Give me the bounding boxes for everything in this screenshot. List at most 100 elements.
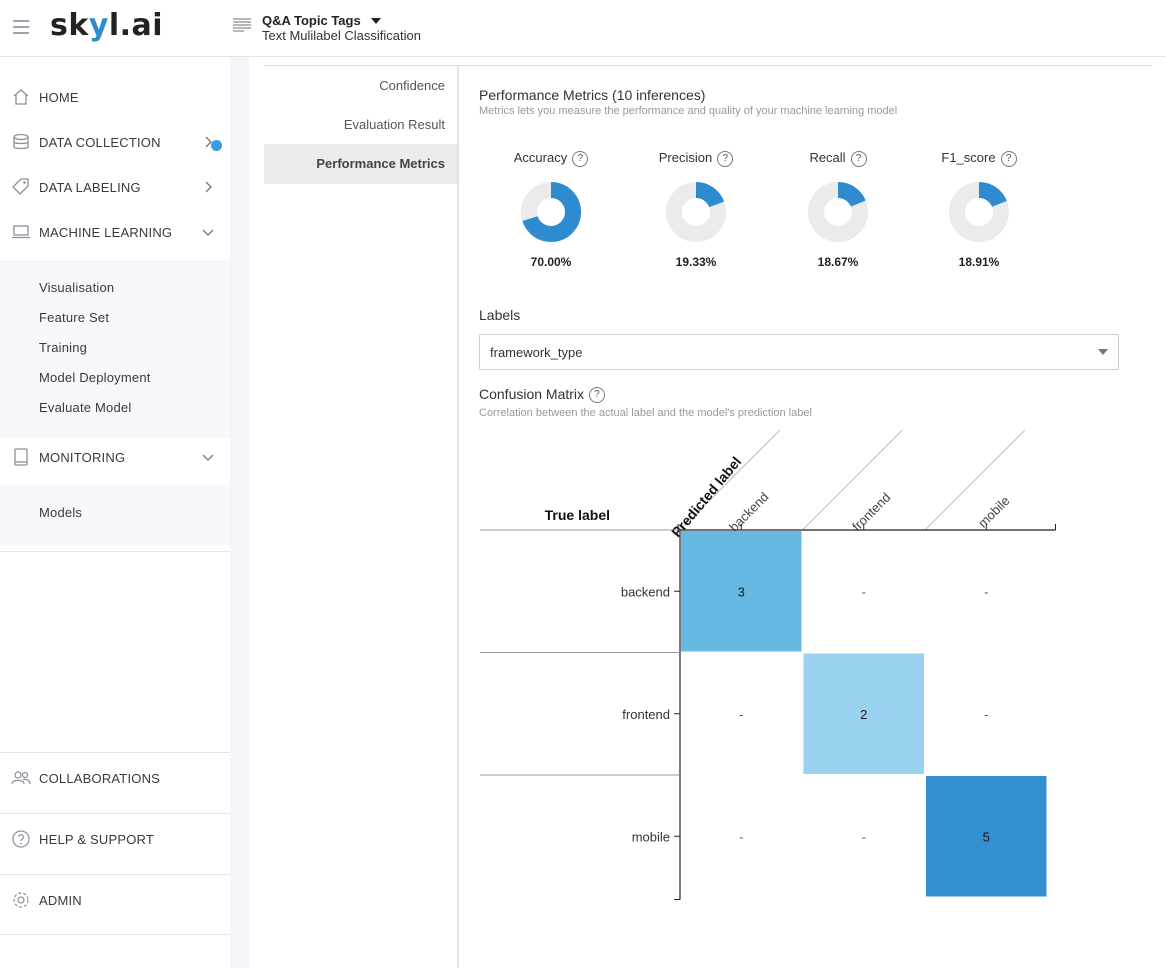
metric-value: 18.91% — [958, 255, 1000, 269]
project-title: Q&A Topic Tags — [262, 13, 361, 28]
sidebar-item-data-collection[interactable]: DATA COLLECTION — [0, 120, 230, 164]
metric-recall: Recall? 18.67% — [778, 148, 898, 273]
sidebar-item-label: COLLABORATIONS — [39, 770, 161, 786]
section-divider-vertical — [457, 65, 459, 968]
matrix-cell-value: - — [862, 829, 866, 844]
sidebar-item-label: HELP & SUPPORT — [39, 831, 155, 847]
menu-icon[interactable] — [13, 20, 29, 36]
sidebar-divider — [0, 752, 230, 753]
sidebar: HOME DATA COLLECTION DATA LABELING MACHI… — [0, 57, 230, 968]
label-select[interactable]: framework_type — [479, 334, 1119, 370]
metric-name: F1_score — [941, 150, 996, 165]
metric-label: Recall? — [778, 150, 898, 167]
machine-learning-submenu: Visualisation Feature Set Training Model… — [0, 260, 230, 438]
sidebar-item-label: MONITORING — [39, 449, 126, 465]
matrix-cell — [926, 776, 1047, 897]
metric-donut — [521, 182, 581, 242]
matrix-cell-value: - — [862, 584, 866, 599]
users-icon — [11, 768, 31, 788]
donut-value-arc — [521, 182, 581, 242]
matrix-cell-value: - — [739, 829, 743, 844]
labels-heading: Labels — [479, 307, 521, 323]
column-header-divider — [679, 429, 781, 531]
help-icon[interactable]: ? — [850, 150, 867, 167]
sidebar-item-admin[interactable]: ADMIN — [0, 878, 230, 922]
confusion-title: Confusion Matrix? — [479, 386, 606, 404]
metric-label: F1_score? — [919, 150, 1039, 167]
donut-value-arc — [949, 182, 1009, 242]
matrix-cell-value: - — [739, 707, 743, 722]
submenu-item-visualisation[interactable]: Visualisation — [39, 280, 115, 295]
performance-title: Performance Metrics (10 inferences) — [479, 87, 706, 103]
metric-precision: Precision? 19.33% — [636, 148, 756, 273]
logo-text-accent: y — [88, 8, 109, 43]
matrix-cell — [681, 531, 802, 652]
metric-name: Recall — [809, 150, 846, 165]
sidebar-item-label: DATA COLLECTION — [39, 134, 161, 150]
chevron-down-icon — [200, 224, 216, 240]
submenu-item-model-deployment[interactable]: Model Deployment — [39, 370, 151, 385]
project-selector[interactable]: Q&A Topic Tags — [262, 12, 382, 30]
matrix-cell-value: 3 — [738, 584, 745, 599]
laptop-icon — [11, 222, 31, 242]
submenu-item-models[interactable]: Models — [39, 505, 83, 520]
sidebar-item-label: DATA LABELING — [39, 179, 141, 195]
sidebar-item-label: MACHINE LEARNING — [39, 224, 173, 240]
tablet-icon — [11, 447, 31, 467]
metric-donut — [666, 182, 726, 242]
metric-accuracy: Accuracy? 70.00% — [491, 148, 611, 273]
logo-text-end: l.ai — [108, 8, 164, 43]
metric-name: Accuracy — [513, 150, 568, 165]
section-divider-top — [264, 65, 1152, 66]
menu-item-evaluation-result[interactable]: Evaluation Result — [343, 117, 445, 132]
matrix-cell-value: - — [984, 584, 988, 599]
metric-f1_score: F1_score? 18.91% — [919, 148, 1039, 273]
chevron-right-icon — [200, 179, 216, 195]
column-label: backend — [726, 489, 771, 534]
sidebar-item-home[interactable]: HOME — [0, 75, 230, 119]
help-icon[interactable]: ? — [572, 150, 589, 167]
gear-icon — [11, 890, 31, 910]
donut-value-arc — [666, 182, 726, 242]
metric-name: Precision — [658, 150, 713, 165]
menu-item-performance-metrics[interactable]: Performance Metrics — [316, 156, 445, 171]
project-icon — [232, 17, 252, 35]
project-subtitle: Text Mulilabel Classification — [262, 28, 421, 43]
metric-value: 19.33% — [675, 255, 717, 269]
sidebar-item-machine-learning[interactable]: MACHINE LEARNING — [0, 210, 230, 254]
submenu-item-feature-set[interactable]: Feature Set — [39, 310, 110, 325]
sidebar-divider — [0, 813, 230, 814]
sidebar-item-help-support[interactable]: HELP & SUPPORT — [0, 817, 230, 861]
menu-item-confidence[interactable]: Confidence — [379, 78, 445, 93]
home-icon — [11, 87, 31, 107]
logo-text-start: sk — [50, 8, 89, 43]
submenu-item-evaluate-model[interactable]: Evaluate Model — [39, 400, 132, 415]
sidebar-gutter — [230, 57, 249, 968]
metric-label: Precision? — [636, 150, 756, 167]
sidebar-item-collaborations[interactable]: COLLABORATIONS — [0, 756, 230, 800]
monitoring-submenu: Models — [0, 485, 230, 545]
confusion-title-text: Confusion Matrix — [479, 386, 585, 402]
column-label: mobile — [975, 493, 1013, 531]
caret-down-icon — [1098, 349, 1108, 355]
metric-label: Accuracy? — [491, 150, 611, 167]
column-header-divider — [924, 429, 1026, 531]
sidebar-divider — [0, 874, 230, 875]
tag-icon — [11, 177, 31, 197]
help-icon[interactable]: ? — [589, 387, 606, 404]
submenu-item-training[interactable]: Training — [39, 340, 88, 355]
sidebar-divider — [0, 934, 230, 935]
donut-track — [808, 182, 868, 242]
help-icon — [11, 829, 31, 849]
app-logo[interactable]: skyl.ai — [50, 8, 163, 43]
matrix-cell — [803, 653, 924, 774]
row-label: mobile — [632, 829, 670, 844]
help-icon[interactable]: ? — [1000, 150, 1017, 167]
row-label: backend — [621, 584, 670, 599]
help-icon[interactable]: ? — [717, 150, 734, 167]
metric-value: 18.67% — [817, 255, 859, 269]
sidebar-item-monitoring[interactable]: MONITORING — [0, 435, 230, 479]
sidebar-item-data-labeling[interactable]: DATA LABELING — [0, 165, 230, 209]
sidebar-item-label: ADMIN — [39, 892, 82, 908]
